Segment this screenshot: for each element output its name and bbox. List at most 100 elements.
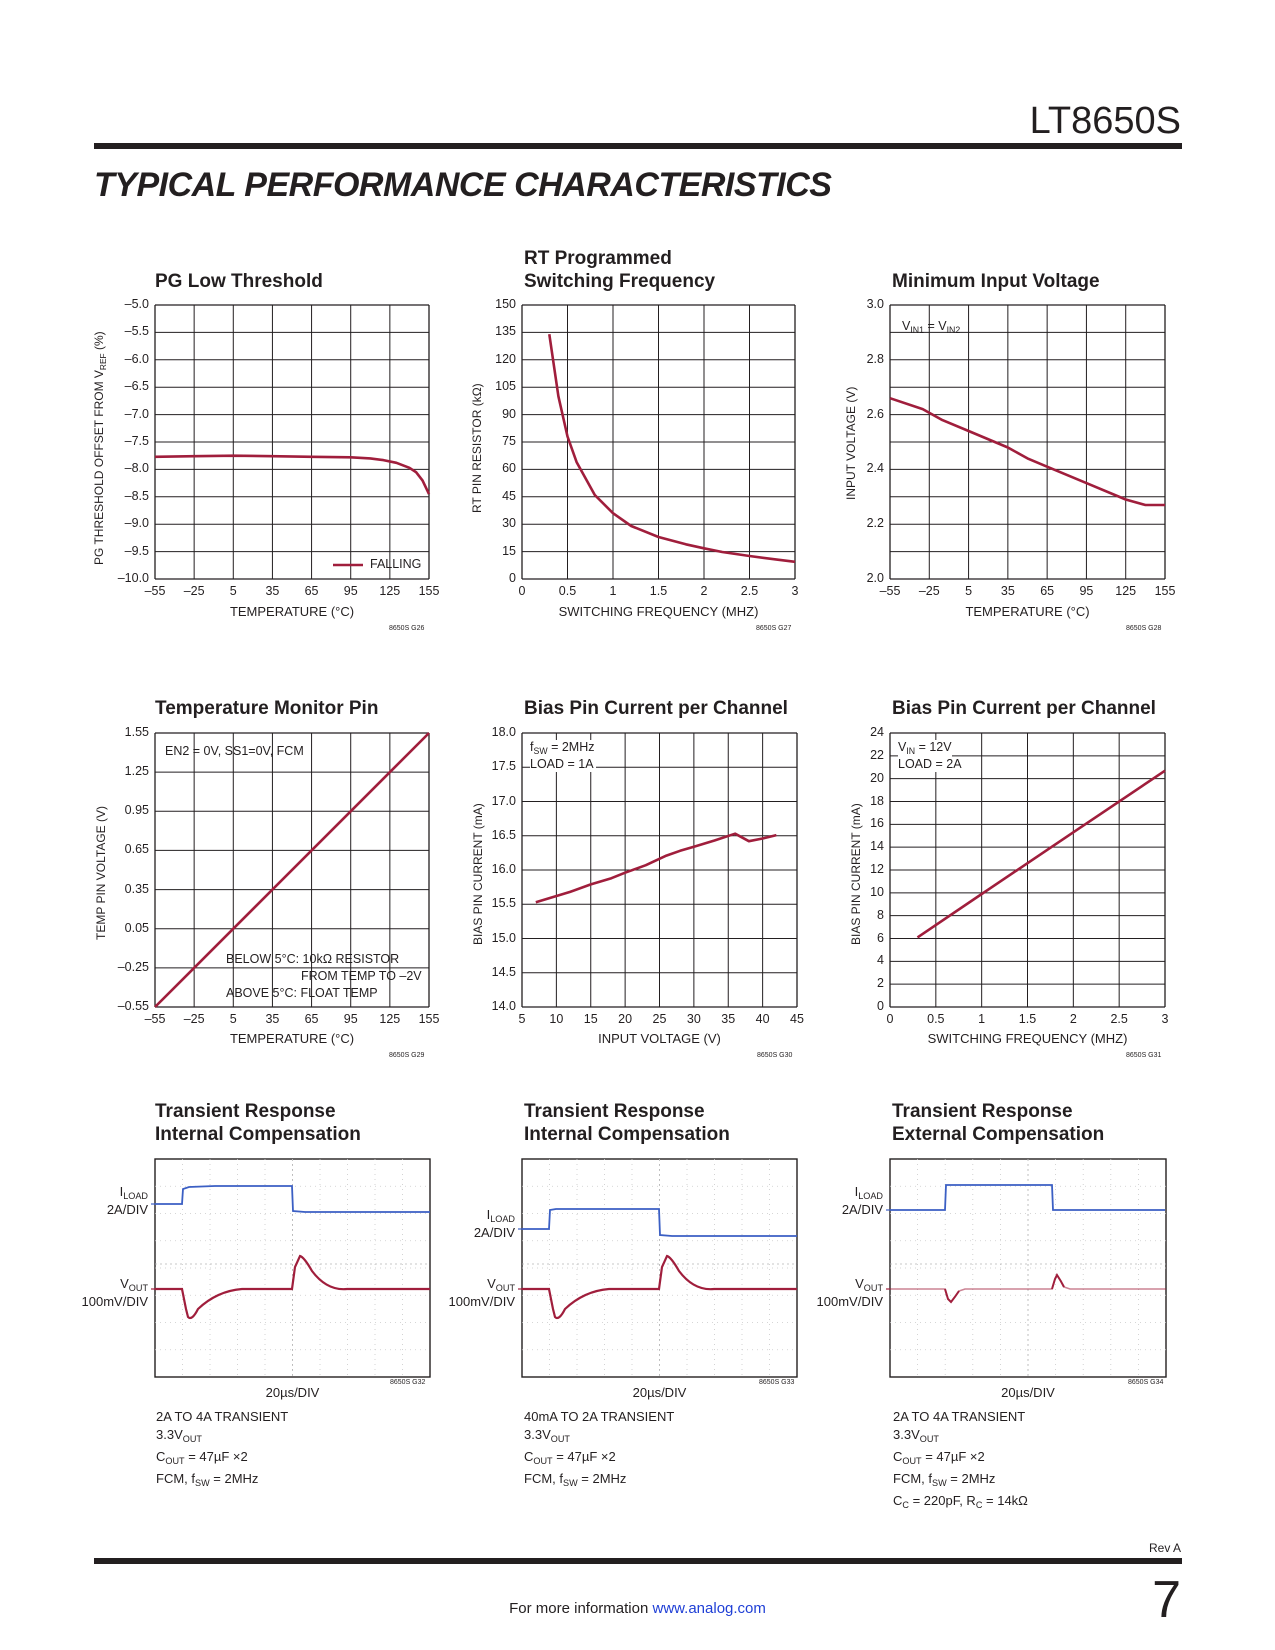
x-tick-label: 35: [265, 584, 280, 598]
y-tick-label: 2.8: [866, 351, 884, 366]
y-tick-label: 3.0: [866, 297, 884, 311]
scope-g33: [518, 1158, 798, 1378]
figure-code: 8650S G31: [1126, 1052, 1162, 1059]
data-series-line: [535, 832, 777, 904]
y-tick-label: 17.0: [491, 793, 516, 808]
test-conditions: 40mA TO 2A TRANSIENT 3.3VOUT COUT = 47µF…: [524, 1409, 675, 1488]
x-axis-label: TEMPERATURE (°C): [229, 1031, 355, 1046]
y-tick-label: –0.55: [117, 999, 149, 1013]
y-tick-label: 8: [877, 907, 884, 922]
x-tick-label: 95: [343, 584, 358, 598]
plot-g31: [889, 732, 1166, 1008]
x-tick-label: 45: [790, 1012, 804, 1026]
plot-g30: [521, 732, 798, 1008]
x-tick-label: 1.5: [649, 584, 668, 598]
x-tick-label: 5: [229, 1012, 237, 1026]
y-tick-label: –5.0: [124, 297, 149, 311]
x-tick-label: 0: [886, 1012, 894, 1026]
y-tick-label: 15.5: [491, 896, 516, 911]
x-axis-label: 20µs/DIV: [632, 1385, 687, 1400]
y-tick-label: 6: [877, 930, 884, 945]
chart-annotation: VIN1 = VIN2: [902, 319, 961, 335]
y-tick-label: 60: [502, 461, 516, 476]
chart-title: Bias Pin Current per Channel: [892, 698, 1156, 719]
section-title: TYPICAL PERFORMANCE CHARACTERISTICS: [94, 166, 832, 204]
x-tick-label: 2.5: [1110, 1012, 1128, 1026]
x-tick-label: –55: [144, 1012, 166, 1026]
y-tick-label: 18.0: [491, 725, 516, 739]
chart-annotation: FROM TEMP TO –2V: [301, 969, 422, 983]
x-tick-label: 125: [1115, 584, 1137, 598]
figure-code: 8650S G29: [389, 1052, 425, 1059]
x-tick-label: 35: [265, 1012, 280, 1026]
ch2-label: VOUT 100mV/DIV: [448, 1276, 515, 1309]
y-tick-label: 18: [870, 793, 884, 808]
x-tick-label: 95: [343, 1012, 358, 1026]
x-tick-label: 1: [609, 584, 617, 598]
chart-annotation: ABOVE 5°C: FLOAT TEMP: [226, 986, 378, 1000]
y-tick-label: 16.5: [491, 827, 516, 842]
x-axis-label: 20µs/DIV: [1001, 1385, 1055, 1400]
y-tick-label: 14.5: [491, 964, 516, 979]
page-number: 7: [1152, 1571, 1181, 1629]
ch1-load-current-trace: [522, 1208, 797, 1237]
y-tick-label: 4: [877, 953, 884, 968]
plot-g28: [889, 304, 1166, 580]
x-tick-label: 95: [1079, 584, 1094, 598]
x-tick-label: –55: [879, 584, 901, 598]
figure-code: 8650S G30: [757, 1052, 793, 1059]
chart-title: Minimum Input Voltage: [892, 271, 1100, 292]
y-tick-label: –6.0: [124, 351, 149, 366]
chart-title: Transient Response Internal Compensation: [155, 1101, 361, 1145]
x-axis-label: INPUT VOLTAGE (V): [598, 1031, 721, 1046]
y-tick-label: 90: [502, 406, 516, 421]
y-tick-label: 0.35: [124, 881, 149, 896]
x-tick-label: 10: [549, 1012, 564, 1026]
y-tick-label: 2.4: [866, 461, 884, 476]
chart-title: Transient Response Internal Compensation: [524, 1101, 730, 1145]
chart-annotation: fSW = 2MHz: [530, 740, 595, 759]
ch2-label: VOUT 100mV/DIV: [816, 1276, 883, 1309]
x-tick-label: 30: [686, 1012, 701, 1026]
y-tick-label: –7.0: [124, 406, 149, 421]
chart-title: Transient Response External Compensation: [892, 1101, 1105, 1145]
y-tick-label: 14.0: [491, 999, 516, 1013]
x-tick-label: 1.5: [1018, 1012, 1037, 1026]
y-tick-label: –9.5: [124, 543, 149, 558]
y-tick-label: –10.0: [117, 571, 149, 585]
y-tick-label: –8.0: [124, 461, 149, 476]
y-tick-label: 75: [502, 434, 516, 448]
x-tick-label: 5: [965, 584, 973, 598]
data-series-line: [154, 732, 430, 1008]
chart-annotation: EN2 = 0V, SS1=0V, FCM: [165, 744, 304, 758]
ch2-vout-trace: [155, 1254, 430, 1320]
figure-code: 8650S G32: [390, 1379, 426, 1386]
x-tick-label: 40: [755, 1012, 770, 1026]
y-tick-label: 17.5: [491, 759, 516, 774]
chart-title: PG Low Threshold: [155, 271, 323, 292]
data-series-line: [916, 769, 1166, 939]
x-axis-label: SWITCHING FREQUENCY (MHZ): [558, 604, 759, 619]
footer-info: For more information www.analog.com: [0, 1600, 1275, 1617]
y-tick-label: 16: [870, 816, 884, 831]
plot-g27: [521, 304, 796, 580]
y-tick-label: –6.5: [124, 379, 149, 394]
x-tick-label: 155: [418, 1012, 440, 1026]
x-tick-label: 5: [229, 584, 237, 598]
x-tick-label: 35: [721, 1012, 736, 1026]
bottom-rule: [94, 1558, 1182, 1564]
y-tick-label: 15.0: [491, 930, 516, 945]
y-tick-label: 30: [502, 516, 516, 531]
website-link[interactable]: www.analog.com: [652, 1600, 766, 1617]
y-tick-label: 0.05: [124, 920, 149, 935]
chart-annotation: LOAD = 1A: [530, 757, 596, 772]
data-series-line: [154, 454, 431, 495]
figure-code: 8650S G26: [389, 625, 425, 632]
ch2-vout-trace-peak: [944, 1273, 1065, 1304]
ch1-label: ILOAD 2A/DIV: [473, 1207, 515, 1240]
figure-code: 8650S G33: [759, 1379, 795, 1386]
x-tick-label: 35: [1000, 584, 1015, 598]
x-axis-label: TEMPERATURE (°C): [229, 604, 355, 619]
x-tick-label: 15: [583, 1012, 598, 1026]
chart-annotation: LOAD = 2A: [898, 757, 964, 772]
